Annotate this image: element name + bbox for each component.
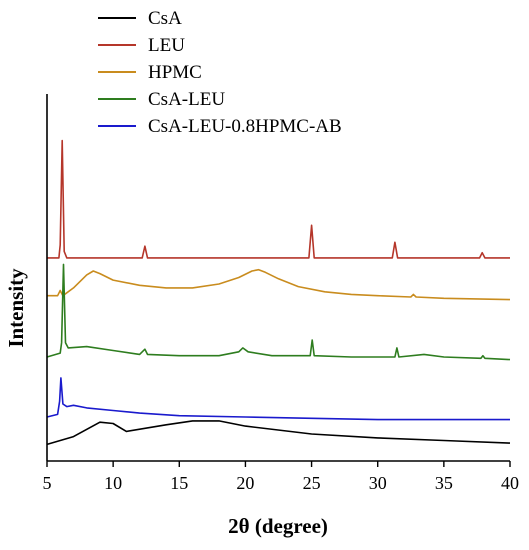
x-tick-label: 40 — [501, 473, 519, 493]
x-tick-label: 5 — [43, 473, 52, 493]
axes: 5 10 15 20 25 30 35 40 — [43, 94, 519, 493]
series-line-4 — [46, 263, 511, 361]
series-layer — [46, 139, 511, 446]
x-axis-title: 2θ (degree) — [228, 514, 328, 538]
x-tick-label: 25 — [303, 473, 321, 493]
x-tick-label: 10 — [104, 473, 122, 493]
legend-label: CsA-LEU — [148, 89, 225, 110]
legend: CsA LEU HPMC CsA-LEU CsA-LEU-0.8HPMC-AB — [98, 8, 342, 137]
y-axis-title: Intensity — [4, 268, 28, 348]
series-line-5 — [46, 377, 510, 421]
legend-label: CsA-LEU-0.8HPMC-AB — [148, 116, 342, 137]
series-line-1 — [46, 420, 511, 446]
x-tick-label: 35 — [435, 473, 453, 493]
legend-label: CsA — [148, 8, 182, 29]
series-line-3 — [47, 268, 511, 301]
legend-label: LEU — [148, 35, 185, 56]
x-tick-label: 30 — [369, 473, 387, 493]
x-ticks: 5 10 15 20 25 30 35 40 — [43, 461, 519, 493]
series-line-2 — [47, 139, 510, 259]
x-tick-label: 15 — [170, 473, 188, 493]
legend-label: HPMC — [148, 62, 202, 83]
x-tick-label: 20 — [236, 473, 254, 493]
